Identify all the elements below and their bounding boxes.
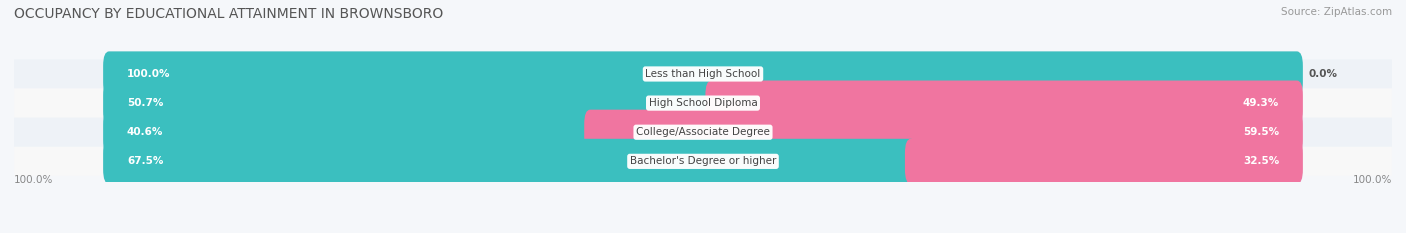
Text: Source: ZipAtlas.com: Source: ZipAtlas.com	[1281, 7, 1392, 17]
FancyBboxPatch shape	[14, 59, 1392, 89]
Text: 40.6%: 40.6%	[127, 127, 163, 137]
FancyBboxPatch shape	[706, 81, 1303, 126]
Text: 100.0%: 100.0%	[127, 69, 170, 79]
FancyBboxPatch shape	[14, 89, 1392, 118]
Text: High School Diploma: High School Diploma	[648, 98, 758, 108]
Text: OCCUPANCY BY EDUCATIONAL ATTAINMENT IN BROWNSBORO: OCCUPANCY BY EDUCATIONAL ATTAINMENT IN B…	[14, 7, 443, 21]
Text: College/Associate Degree: College/Associate Degree	[636, 127, 770, 137]
Text: 0.0%: 0.0%	[1309, 69, 1337, 79]
FancyBboxPatch shape	[103, 139, 917, 184]
FancyBboxPatch shape	[585, 110, 1303, 155]
FancyBboxPatch shape	[14, 118, 1392, 147]
Text: Bachelor's Degree or higher: Bachelor's Degree or higher	[630, 156, 776, 166]
FancyBboxPatch shape	[905, 139, 1303, 184]
FancyBboxPatch shape	[103, 81, 1303, 126]
FancyBboxPatch shape	[103, 110, 1303, 155]
Text: Less than High School: Less than High School	[645, 69, 761, 79]
Text: 49.3%: 49.3%	[1243, 98, 1279, 108]
Text: 59.5%: 59.5%	[1243, 127, 1279, 137]
FancyBboxPatch shape	[103, 81, 717, 126]
FancyBboxPatch shape	[103, 139, 1303, 184]
FancyBboxPatch shape	[103, 51, 1303, 96]
Text: 32.5%: 32.5%	[1243, 156, 1279, 166]
Text: 100.0%: 100.0%	[1353, 175, 1392, 185]
Text: 100.0%: 100.0%	[14, 175, 53, 185]
FancyBboxPatch shape	[103, 51, 1303, 96]
Text: 50.7%: 50.7%	[127, 98, 163, 108]
FancyBboxPatch shape	[103, 110, 598, 155]
Text: 67.5%: 67.5%	[127, 156, 163, 166]
FancyBboxPatch shape	[14, 147, 1392, 176]
